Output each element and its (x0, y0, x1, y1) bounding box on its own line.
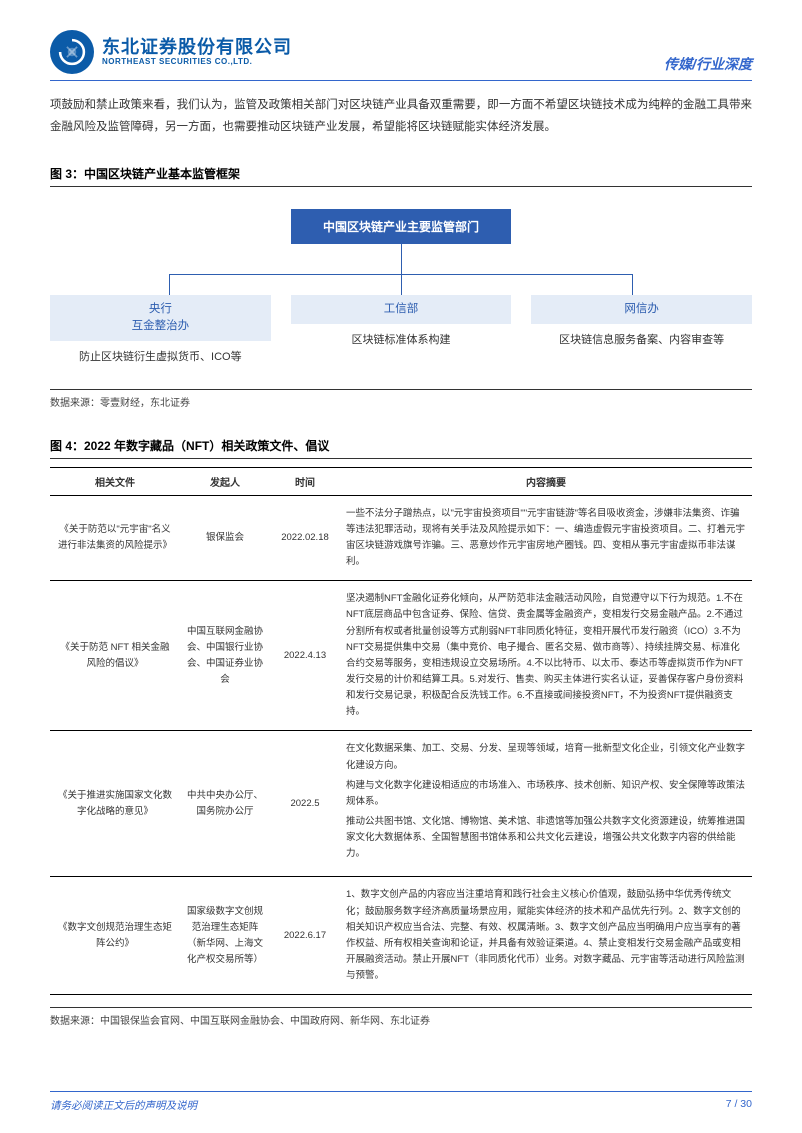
org-connector-horizontal (169, 274, 632, 275)
row1-time: 2022.02.18 (270, 495, 340, 581)
org-child-2: 工信部 区块链标准体系构建 (291, 295, 512, 367)
org-child-2-line1: 工信部 (295, 301, 508, 318)
logo-block: 东北证券股份有限公司 NORTHEAST SECURITIES CO.,LTD. (50, 30, 292, 74)
row3-summary-p3: 推动公共图书馆、文化馆、博物馆、美术馆、非遗馆等加强公共数字文化资源建设，统筹推… (346, 814, 746, 862)
org-child-1: 央行 互金整治办 防止区块链衍生虚拟货币、ICO等 (50, 295, 271, 367)
page: 东北证券股份有限公司 NORTHEAST SECURITIES CO.,LTD.… (0, 0, 802, 1133)
row4-issuer: 国家级数字文创规范治理生态矩阵（新华网、上海文化产权交易所等） (180, 877, 270, 995)
row3-doc: 《关于推进实施国家文化数字化战略的意见》 (50, 731, 180, 877)
figure-4-title: 图 4：2022 年数字藏品（NFT）相关政策文件、倡议 (50, 437, 752, 459)
company-name-en: NORTHEAST SECURITIES CO.,LTD. (102, 58, 292, 67)
org-child-1-desc: 防止区块链衍生虚拟货币、ICO等 (50, 349, 271, 367)
policy-table: 相关文件 发起人 时间 内容摘要 《关于防范以"元宇宙"名义进行非法集资的风险提… (50, 467, 752, 996)
org-children: 央行 互金整治办 防止区块链衍生虚拟货币、ICO等 工信部 区块链标准体系构建 … (50, 295, 752, 367)
org-child-2-desc: 区块链标准体系构建 (291, 332, 512, 350)
intro-paragraph: 项鼓励和禁止政策来看，我们认为，监管及政策相关部门对区块链产业具备双重需要，即一… (50, 95, 752, 139)
table-row: 《关于防范以"元宇宙"名义进行非法集资的风险提示》 银保监会 2022.02.1… (50, 495, 752, 581)
page-number: 7 / 30 (726, 1098, 752, 1113)
row3-issuer: 中共中央办公厅、国务院办公厅 (180, 731, 270, 877)
figure-3-title: 图 3：中国区块链产业基本监管框架 (50, 165, 752, 187)
company-name-cn: 东北证券股份有限公司 (102, 38, 292, 58)
org-child-1-box: 央行 互金整治办 (50, 295, 271, 342)
company-logo-icon (50, 30, 94, 74)
org-child-2-box: 工信部 (291, 295, 512, 324)
report-category: 传媒/行业深度 (664, 54, 752, 74)
logo-text: 东北证券股份有限公司 NORTHEAST SECURITIES CO.,LTD. (102, 38, 292, 67)
org-connector-legs (169, 275, 632, 295)
page-header: 东北证券股份有限公司 NORTHEAST SECURITIES CO.,LTD.… (50, 30, 752, 81)
row4-time: 2022.6.17 (270, 877, 340, 995)
row1-doc: 《关于防范以"元宇宙"名义进行非法集资的风险提示》 (50, 495, 180, 581)
row3-time: 2022.5 (270, 731, 340, 877)
col-summary: 内容摘要 (340, 467, 752, 495)
row2-summary: 坚决遏制NFT金融化证券化倾向，从严防范非法金融活动风险，自觉遵守以下行为规范。… (340, 581, 752, 731)
row4-summary: 1、数字文创产品的内容应当注重培育和践行社会主义核心价值观，鼓励弘扬中华优秀传统… (340, 877, 752, 995)
figure-4-source: 数据来源：中国银保监会官网、中国互联网金融协会、中国政府网、新华网、东北证券 (50, 1007, 752, 1027)
col-doc: 相关文件 (50, 467, 180, 495)
org-connector-vertical (401, 244, 402, 274)
footer-disclaimer: 请务必阅读正文后的声明及说明 (50, 1098, 197, 1113)
table-row: 《数字文创规范治理生态矩阵公约》 国家级数字文创规范治理生态矩阵（新华网、上海文… (50, 877, 752, 995)
col-time: 时间 (270, 467, 340, 495)
org-child-3-desc: 区块链信息服务备案、内容审查等 (531, 332, 752, 350)
org-child-3-box: 网信办 (531, 295, 752, 324)
row3-summary: 在文化数据采集、加工、交易、分发、呈现等领域，培育一批新型文化企业，引领文化产业… (340, 731, 752, 877)
org-child-3: 网信办 区块链信息服务备案、内容审查等 (531, 295, 752, 367)
table-header-row: 相关文件 发起人 时间 内容摘要 (50, 467, 752, 495)
row1-summary: 一些不法分子蹭热点，以"元宇宙投资项目""元宇宙链游"等名目吸收资金，涉嫌非法集… (340, 495, 752, 581)
table-row: 《关于推进实施国家文化数字化战略的意见》 中共中央办公厅、国务院办公厅 2022… (50, 731, 752, 877)
org-root-box: 中国区块链产业主要监管部门 (291, 209, 511, 244)
org-child-1-line2: 互金整治办 (54, 318, 267, 335)
org-child-1-line1: 央行 (54, 301, 267, 318)
row2-time: 2022.4.13 (270, 581, 340, 731)
row3-summary-p2: 构建与文化数字化建设相适应的市场准入、市场秩序、技术创新、知识产权、安全保障等政… (346, 778, 746, 810)
col-issuer: 发起人 (180, 467, 270, 495)
row4-doc: 《数字文创规范治理生态矩阵公约》 (50, 877, 180, 995)
row3-summary-p1: 在文化数据采集、加工、交易、分发、呈现等领域，培育一批新型文化企业，引领文化产业… (346, 741, 746, 773)
page-footer: 请务必阅读正文后的声明及说明 7 / 30 (50, 1091, 752, 1113)
row1-issuer: 银保监会 (180, 495, 270, 581)
row2-issuer: 中国互联网金融协会、中国银行业协会、中国证券业协会 (180, 581, 270, 731)
row2-doc: 《关于防范 NFT 相关金融风险的倡议》 (50, 581, 180, 731)
org-child-3-line1: 网信办 (535, 301, 748, 318)
table-row: 《关于防范 NFT 相关金融风险的倡议》 中国互联网金融协会、中国银行业协会、中… (50, 581, 752, 731)
figure-3-source: 数据来源：零壹财经，东北证券 (50, 389, 752, 409)
org-chart: 中国区块链产业主要监管部门 央行 互金整治办 防止区块链衍生虚拟货币、ICO等 … (50, 195, 752, 377)
